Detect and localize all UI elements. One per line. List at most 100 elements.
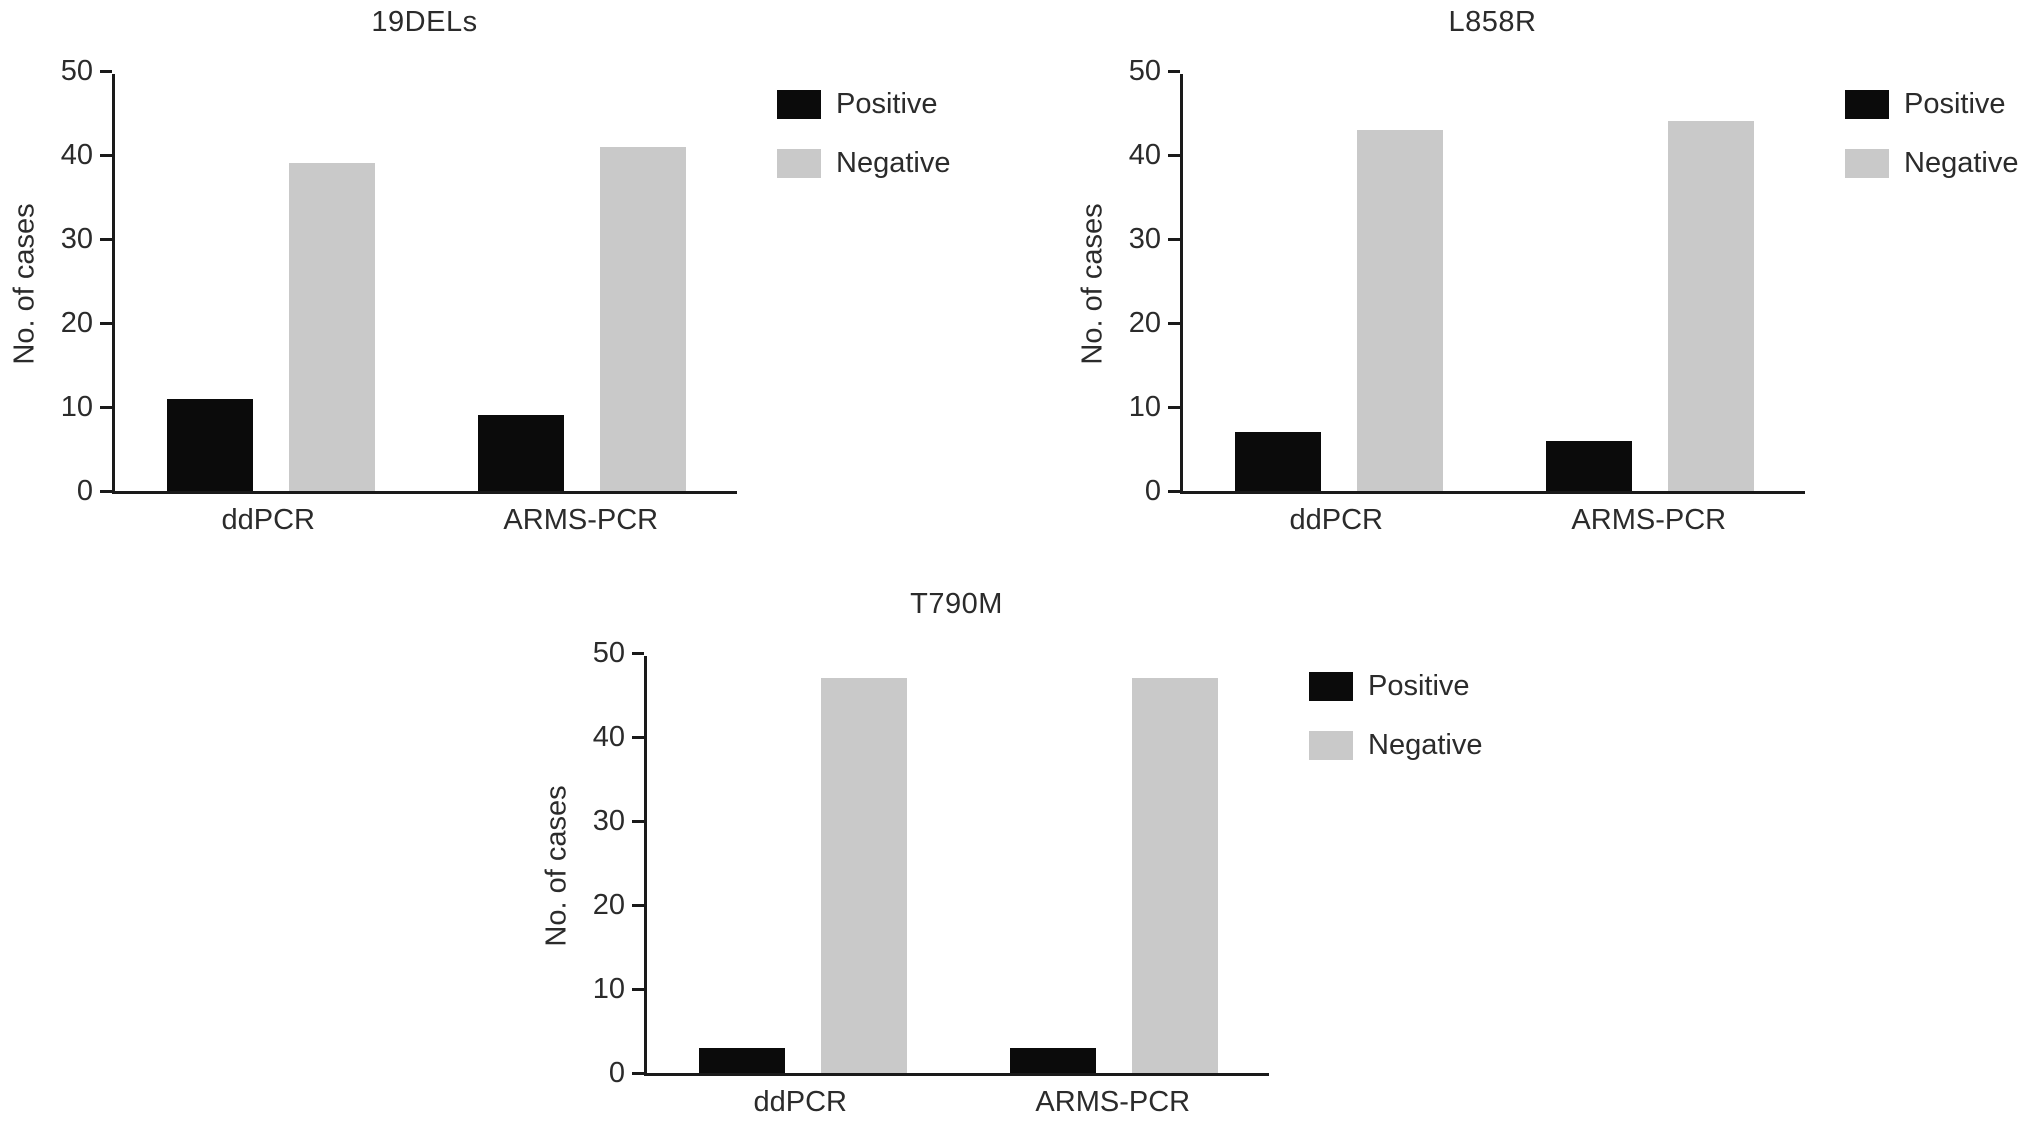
y-tick-label: 50 — [592, 637, 625, 669]
y-tick — [100, 237, 112, 241]
y-tick — [100, 321, 112, 325]
y-tick — [632, 987, 644, 991]
y-tick — [100, 69, 112, 73]
y-tick-label: 50 — [60, 55, 93, 87]
bar-negative-ddpcr — [288, 163, 375, 491]
bar-positive-arms-pcr — [1009, 1047, 1096, 1073]
chart-panel-l858r: L858R No. of cases 0 10 20 30 40 50 ddPCR ARMS… — [1070, 6, 2018, 537]
chart-title: 19DELs — [371, 6, 478, 38]
y-tick-label: 40 — [60, 139, 93, 171]
y-tick — [100, 153, 112, 157]
legend-label: Negative — [1368, 729, 1483, 761]
x-axis-labels: ddPCR ARMS-PCR — [1180, 494, 1805, 537]
y-axis-label-column: No. of cases — [2, 74, 47, 494]
y-tick — [1168, 153, 1180, 157]
bar-group-arms-pcr — [477, 146, 686, 491]
y-tick-label: 50 — [1128, 55, 1161, 87]
bar-positive-ddpcr — [166, 398, 253, 491]
y-tick — [632, 819, 644, 823]
y-tick — [1168, 405, 1180, 409]
x-axis-labels: ddPCR ARMS-PCR — [644, 1076, 1269, 1119]
x-category-label: ARMS-PCR — [1571, 504, 1727, 536]
y-tick — [632, 903, 644, 907]
y-tick-label: 10 — [592, 973, 625, 1005]
x-category-label: ddPCR — [1289, 504, 1384, 536]
legend: Positive Negative — [1309, 656, 1482, 762]
y-tick-label: 0 — [608, 1057, 625, 1089]
y-axis-label: No. of cases — [540, 785, 572, 947]
y-tick — [632, 651, 644, 655]
plot-area: 0 10 20 30 40 50 — [61, 55, 737, 507]
y-axis-label: No. of cases — [8, 203, 40, 365]
y-tick — [632, 735, 644, 739]
legend-label: Negative — [836, 147, 951, 179]
chart-panel-t790m: T790M No. of cases 0 10 20 30 40 50 ddPCR ARMS… — [534, 588, 1482, 1119]
chart-title: T790M — [910, 588, 1003, 620]
legend-item-positive: Positive — [1309, 670, 1482, 703]
y-tick — [632, 1071, 644, 1075]
plot-area: 0 10 20 30 40 50 — [1129, 55, 1805, 507]
legend-label: Negative — [1904, 147, 2019, 179]
legend-item-negative: Negative — [1845, 147, 2018, 180]
x-category-label: ARMS-PCR — [503, 504, 659, 536]
bar-group-arms-pcr — [1009, 678, 1218, 1073]
y-tick — [1168, 321, 1180, 325]
y-axis-label-column: No. of cases — [1070, 74, 1115, 494]
positive-swatch — [777, 90, 821, 119]
legend-label: Positive — [1368, 670, 1470, 702]
legend-item-positive: Positive — [777, 88, 950, 121]
y-tick-label: 30 — [592, 805, 625, 837]
y-axis-label-column: No. of cases — [534, 656, 579, 1076]
bar-groups — [1183, 74, 1805, 491]
y-tick-label: 40 — [1128, 139, 1161, 171]
y-tick-label: 30 — [60, 223, 93, 255]
bar-negative-arms-pcr — [1131, 678, 1218, 1073]
bar-negative-arms-pcr — [599, 146, 686, 491]
bar-positive-ddpcr — [1234, 432, 1321, 491]
y-axis-label: No. of cases — [1076, 203, 1108, 365]
legend-item-negative: Negative — [777, 147, 950, 180]
y-tick — [100, 405, 112, 409]
legend: Positive Negative — [777, 74, 950, 180]
legend: Positive Negative — [1845, 74, 2018, 180]
bar-positive-ddpcr — [698, 1047, 785, 1073]
x-category-label: ddPCR — [753, 1086, 848, 1118]
y-tick-label: 30 — [1128, 223, 1161, 255]
y-tick — [1168, 237, 1180, 241]
negative-swatch — [777, 149, 821, 178]
y-tick-label: 10 — [60, 391, 93, 423]
bar-negative-arms-pcr — [1667, 121, 1754, 491]
bar-group-ddpcr — [166, 163, 375, 491]
legend-label: Positive — [836, 88, 938, 120]
negative-swatch — [1845, 149, 1889, 178]
y-tick-label: 10 — [1128, 391, 1161, 423]
y-tick-label: 20 — [592, 889, 625, 921]
bar-groups — [647, 656, 1269, 1073]
chart-panel-19dels: 19DELs No. of cases 0 10 20 30 40 50 ddPCR ARM… — [2, 6, 950, 537]
bar-negative-ddpcr — [820, 678, 907, 1073]
legend-label: Positive — [1904, 88, 2006, 120]
y-tick-label: 20 — [1128, 307, 1161, 339]
positive-swatch — [1309, 672, 1353, 701]
bar-group-ddpcr — [698, 678, 907, 1073]
y-tick — [1168, 69, 1180, 73]
x-axis-labels: ddPCR ARMS-PCR — [112, 494, 737, 537]
legend-item-positive: Positive — [1845, 88, 2018, 121]
y-tick-label: 0 — [76, 475, 93, 507]
bar-groups — [115, 74, 737, 491]
y-tick — [100, 489, 112, 493]
y-tick — [1168, 489, 1180, 493]
y-tick-label: 0 — [1144, 475, 1161, 507]
legend-item-negative: Negative — [1309, 729, 1482, 762]
negative-swatch — [1309, 731, 1353, 760]
y-tick-label: 40 — [592, 721, 625, 753]
bar-negative-ddpcr — [1356, 129, 1443, 491]
x-category-label: ARMS-PCR — [1035, 1086, 1191, 1118]
positive-swatch — [1845, 90, 1889, 119]
y-tick-label: 20 — [60, 307, 93, 339]
chart-title: L858R — [1448, 6, 1537, 38]
bar-positive-arms-pcr — [1545, 440, 1632, 491]
bar-group-ddpcr — [1234, 129, 1443, 491]
bar-group-arms-pcr — [1545, 121, 1754, 491]
